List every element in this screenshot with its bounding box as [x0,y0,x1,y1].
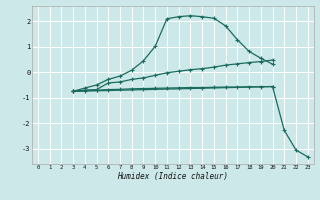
X-axis label: Humidex (Indice chaleur): Humidex (Indice chaleur) [117,172,228,181]
